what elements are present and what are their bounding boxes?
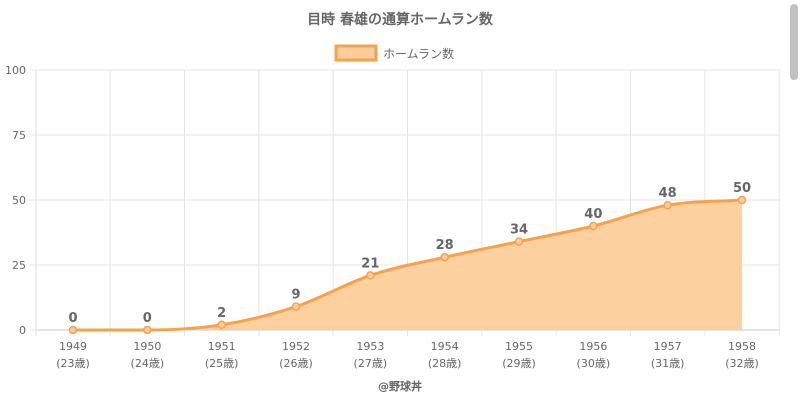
x-tick-sublabel: (30歳) bbox=[577, 357, 611, 370]
data-points bbox=[68, 195, 747, 335]
x-tick-sublabel: (23歳) bbox=[56, 357, 90, 370]
data-label: 0 bbox=[68, 311, 77, 326]
data-point[interactable] bbox=[514, 237, 524, 246]
x-tick-sublabel: (24歳) bbox=[131, 357, 165, 370]
grid bbox=[30, 69, 780, 336]
x-tick-label: 1953 bbox=[356, 340, 384, 353]
y-tick-label: 25 bbox=[12, 259, 26, 272]
data-label: 9 bbox=[291, 288, 300, 303]
x-tick-label: 1957 bbox=[654, 340, 682, 353]
chart-title: 目時 春雄の通算ホームラン数 bbox=[307, 11, 494, 28]
credit: @野球丼 bbox=[378, 379, 422, 393]
data-label: 0 bbox=[143, 311, 152, 326]
x-tick-label: 1954 bbox=[431, 340, 459, 353]
x-tick-sublabel: (28歳) bbox=[428, 357, 462, 370]
legend-swatch bbox=[334, 44, 378, 62]
x-tick-label: 1956 bbox=[579, 340, 607, 353]
x-tick-label: 1949 bbox=[59, 340, 87, 353]
data-label: 40 bbox=[584, 207, 602, 222]
x-tick-label: 1950 bbox=[133, 340, 161, 353]
x-tick-label: 1951 bbox=[208, 340, 236, 353]
data-point[interactable] bbox=[589, 221, 598, 231]
data-label: 34 bbox=[510, 223, 528, 238]
y-axis: 0 25 50 75 100 bbox=[5, 64, 26, 337]
series-line bbox=[73, 198, 743, 332]
x-tick-label: 1955 bbox=[505, 340, 533, 353]
data-point[interactable] bbox=[737, 195, 747, 205]
y-tick-label: 75 bbox=[12, 129, 26, 142]
data-point[interactable] bbox=[663, 200, 672, 210]
data-label: 21 bbox=[361, 256, 379, 271]
x-tick-sublabel: (25歳) bbox=[205, 357, 239, 370]
data-point[interactable] bbox=[143, 325, 152, 335]
y-tick-label: 100 bbox=[5, 64, 26, 77]
legend[interactable]: ホームラン数 bbox=[334, 44, 454, 62]
x-axis: 1949 (23歳) 1950 (24歳) 1951 (25歳) 1952 (26歳) 1953… bbox=[56, 340, 759, 370]
x-tick-label: 1958 bbox=[728, 340, 756, 353]
legend-label: ホームラン数 bbox=[383, 46, 454, 61]
data-point[interactable] bbox=[366, 271, 375, 280]
data-point[interactable] bbox=[291, 302, 301, 311]
x-tick-sublabel: (29歳) bbox=[502, 357, 536, 370]
data-point[interactable] bbox=[440, 252, 449, 262]
y-tick-label: 0 bbox=[19, 324, 26, 337]
scrollbar-thumb[interactable] bbox=[790, 4, 798, 80]
data-label: 28 bbox=[436, 238, 454, 253]
y-tick-label: 50 bbox=[12, 194, 26, 207]
x-tick-label: 1952 bbox=[282, 340, 310, 353]
x-tick-sublabel: (26歳) bbox=[279, 357, 313, 370]
x-tick-sublabel: (31歳) bbox=[651, 357, 685, 370]
data-point[interactable] bbox=[68, 325, 78, 335]
series-area bbox=[73, 200, 742, 330]
data-label: 2 bbox=[217, 306, 226, 321]
data-labels: 0 0 2 9 21 28 34 40 48 50 bbox=[68, 181, 751, 326]
data-label: 50 bbox=[733, 181, 751, 196]
data-point[interactable] bbox=[217, 320, 226, 330]
x-tick-sublabel: (27歳) bbox=[354, 357, 388, 370]
x-tick-sublabel: (32歳) bbox=[725, 357, 759, 370]
data-label: 48 bbox=[659, 186, 677, 201]
